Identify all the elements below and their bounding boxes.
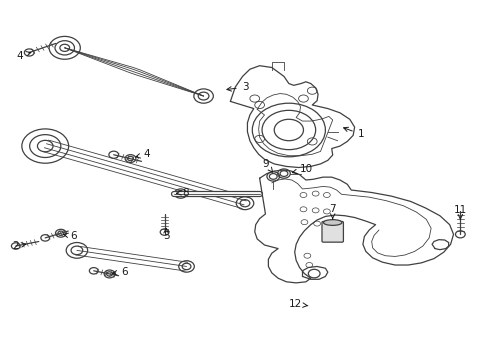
Text: 4: 4 (17, 51, 31, 61)
Text: 4: 4 (136, 149, 150, 159)
Text: 8: 8 (176, 188, 189, 198)
Ellipse shape (323, 220, 342, 225)
Text: 7: 7 (329, 203, 336, 219)
Text: 3: 3 (227, 82, 248, 92)
FancyBboxPatch shape (322, 221, 343, 242)
Text: 6: 6 (64, 231, 77, 242)
Text: 2: 2 (13, 241, 26, 251)
Text: 12: 12 (289, 299, 308, 309)
Text: 6: 6 (112, 267, 127, 277)
Text: 5: 5 (163, 228, 170, 242)
Text: 11: 11 (454, 205, 467, 219)
Text: 9: 9 (263, 159, 272, 172)
Text: 10: 10 (293, 164, 313, 174)
Text: 1: 1 (343, 127, 364, 139)
